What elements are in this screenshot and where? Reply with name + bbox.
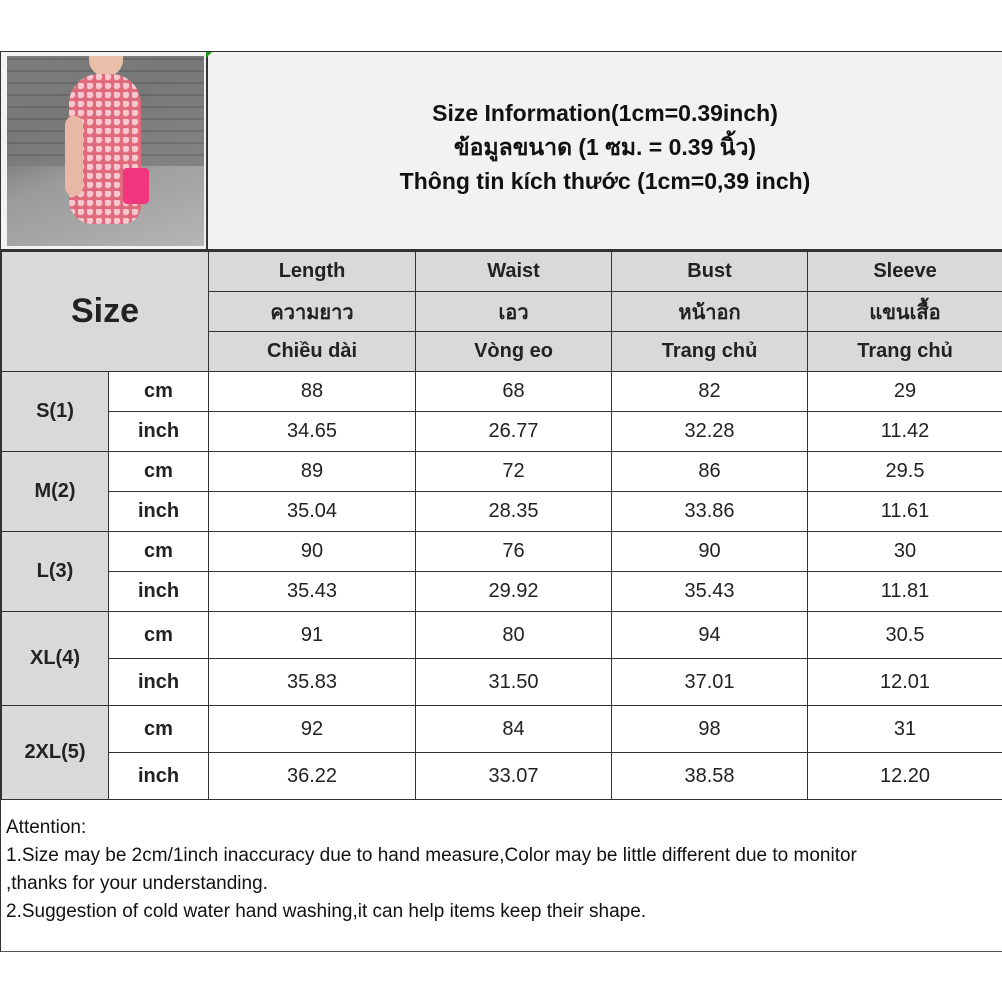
note-heading: Attention: xyxy=(6,817,87,838)
unit-label: cm xyxy=(107,451,210,492)
value-cell: 76 xyxy=(415,531,613,572)
value-cell: 98 xyxy=(611,705,809,753)
table-row: XL(4) cm 91 80 94 30.5 xyxy=(1,611,1002,706)
value-cell: 90 xyxy=(208,531,417,572)
unit-label: cm xyxy=(107,705,210,753)
value-cell: 32.28 xyxy=(611,411,809,452)
column-header-th: แขนเสื้อ xyxy=(807,291,1002,332)
value-cell: 80 xyxy=(415,611,613,659)
table-row: inch 35.43 29.92 35.43 11.81 xyxy=(2,571,1002,612)
value-cell: 33.07 xyxy=(415,752,613,800)
header-row: ความยาว เอว หน้าอก แขนเสื้อ xyxy=(2,291,1002,332)
size-label: XL(4) xyxy=(1,611,109,706)
column-header-vi: Trang chủ xyxy=(807,331,1002,372)
size-label: 2XL(5) xyxy=(1,705,109,800)
value-cell: 35.04 xyxy=(208,491,417,532)
value-cell: 82 xyxy=(611,371,809,412)
value-cell: 84 xyxy=(415,705,613,753)
size-table: Size Length Waist Bust Sleeve ความยาว เอว หน้าอ… xyxy=(0,251,1002,800)
value-cell: 72 xyxy=(415,451,613,492)
value-cell: 35.43 xyxy=(208,571,417,612)
column-header-vi: Trang chủ xyxy=(611,331,809,372)
product-photo xyxy=(7,56,204,246)
table-row: inch 34.65 26.77 32.28 11.42 xyxy=(2,411,1002,452)
cell-marker-icon xyxy=(206,52,212,58)
unit-label: inch xyxy=(107,491,210,532)
unit-label: inch xyxy=(107,752,210,800)
column-header-th: ความยาว xyxy=(208,291,417,332)
value-cell: 92 xyxy=(208,705,417,753)
column-header-vi: Vòng eo xyxy=(415,331,613,372)
value-cell: 31.50 xyxy=(415,658,613,706)
value-cell: 28.35 xyxy=(415,491,613,532)
size-header: Size xyxy=(0,251,210,372)
unit-label: inch xyxy=(107,658,210,706)
value-cell: 35.43 xyxy=(611,571,809,612)
value-cell: 38.58 xyxy=(611,752,809,800)
value-cell: 91 xyxy=(208,611,417,659)
value-cell: 31 xyxy=(807,705,1002,753)
column-header-en: Length xyxy=(208,251,417,292)
value-cell: 34.65 xyxy=(208,411,417,452)
notes: Attention: 1.Size may be 2cm/1inch inacc… xyxy=(1,810,1002,930)
table-row: L(3) cm 90 76 90 30 xyxy=(1,531,1002,612)
unit-label: cm xyxy=(107,611,210,659)
divider xyxy=(206,52,208,249)
column-header-en: Bust xyxy=(611,251,809,292)
value-cell: 94 xyxy=(611,611,809,659)
table-row: inch 35.83 31.50 37.01 12.01 xyxy=(2,658,1002,706)
title-th: ข้อมูลขนาด (1 ซม. = 0.39 นิ้ว) xyxy=(453,134,757,160)
table-row: inch 36.22 33.07 38.58 12.20 xyxy=(2,752,1002,800)
size-label: M(2) xyxy=(1,451,109,532)
size-label: L(3) xyxy=(1,531,109,612)
value-cell: 12.01 xyxy=(807,658,1002,706)
unit-label: inch xyxy=(107,411,210,452)
note-line: ,thanks for your understanding. xyxy=(6,873,268,894)
table-row: inch 35.04 28.35 33.86 11.61 xyxy=(2,491,1002,532)
value-cell: 26.77 xyxy=(415,411,613,452)
title-block: Size Information(1cm=0.39inch) ข้อมูลขนา… xyxy=(208,96,1002,198)
value-cell: 68 xyxy=(415,371,613,412)
column-header-th: เอว xyxy=(415,291,613,332)
header-row: Chiều dài Vòng eo Trang chủ Trang chủ xyxy=(2,331,1002,372)
value-cell: 29 xyxy=(807,371,1002,412)
value-cell: 88 xyxy=(208,371,417,412)
value-cell: 11.81 xyxy=(807,571,1002,612)
size-chart: Size Information(1cm=0.39inch) ข้อมูลขนา… xyxy=(0,51,1002,952)
header-section: Size Information(1cm=0.39inch) ข้อมูลขนา… xyxy=(1,52,1002,251)
value-cell: 29.92 xyxy=(415,571,613,612)
column-header-en: Sleeve xyxy=(807,251,1002,292)
note-line: 2.Suggestion of cold water hand washing,… xyxy=(6,901,647,922)
column-header-en: Waist xyxy=(415,251,613,292)
column-header-vi: Chiều dài xyxy=(208,331,417,372)
title-vi: Thông tin kích thước (1cm=0,39 inch) xyxy=(399,168,811,194)
header-row: Size Length Waist Bust Sleeve xyxy=(0,251,1002,372)
size-label: S(1) xyxy=(1,371,109,452)
value-cell: 12.20 xyxy=(807,752,1002,800)
value-cell: 11.42 xyxy=(807,411,1002,452)
unit-label: inch xyxy=(107,571,210,612)
value-cell: 29.5 xyxy=(807,451,1002,492)
value-cell: 89 xyxy=(208,451,417,492)
column-header-th: หน้าอก xyxy=(611,291,809,332)
title-en: Size Information(1cm=0.39inch) xyxy=(432,100,778,126)
table-row: M(2) cm 89 72 86 29.5 xyxy=(1,451,1002,532)
note-line: 1.Size may be 2cm/1inch inaccuracy due t… xyxy=(6,845,857,866)
value-cell: 37.01 xyxy=(611,658,809,706)
value-cell: 30.5 xyxy=(807,611,1002,659)
value-cell: 86 xyxy=(611,451,809,492)
value-cell: 33.86 xyxy=(611,491,809,532)
value-cell: 36.22 xyxy=(208,752,417,800)
unit-label: cm xyxy=(107,371,210,412)
table-row: 2XL(5) cm 92 84 98 31 xyxy=(1,705,1002,800)
value-cell: 30 xyxy=(807,531,1002,572)
unit-label: cm xyxy=(107,531,210,572)
value-cell: 35.83 xyxy=(208,658,417,706)
table-row: S(1) cm 88 68 82 29 xyxy=(1,371,1002,452)
value-cell: 90 xyxy=(611,531,809,572)
value-cell: 11.61 xyxy=(807,491,1002,532)
